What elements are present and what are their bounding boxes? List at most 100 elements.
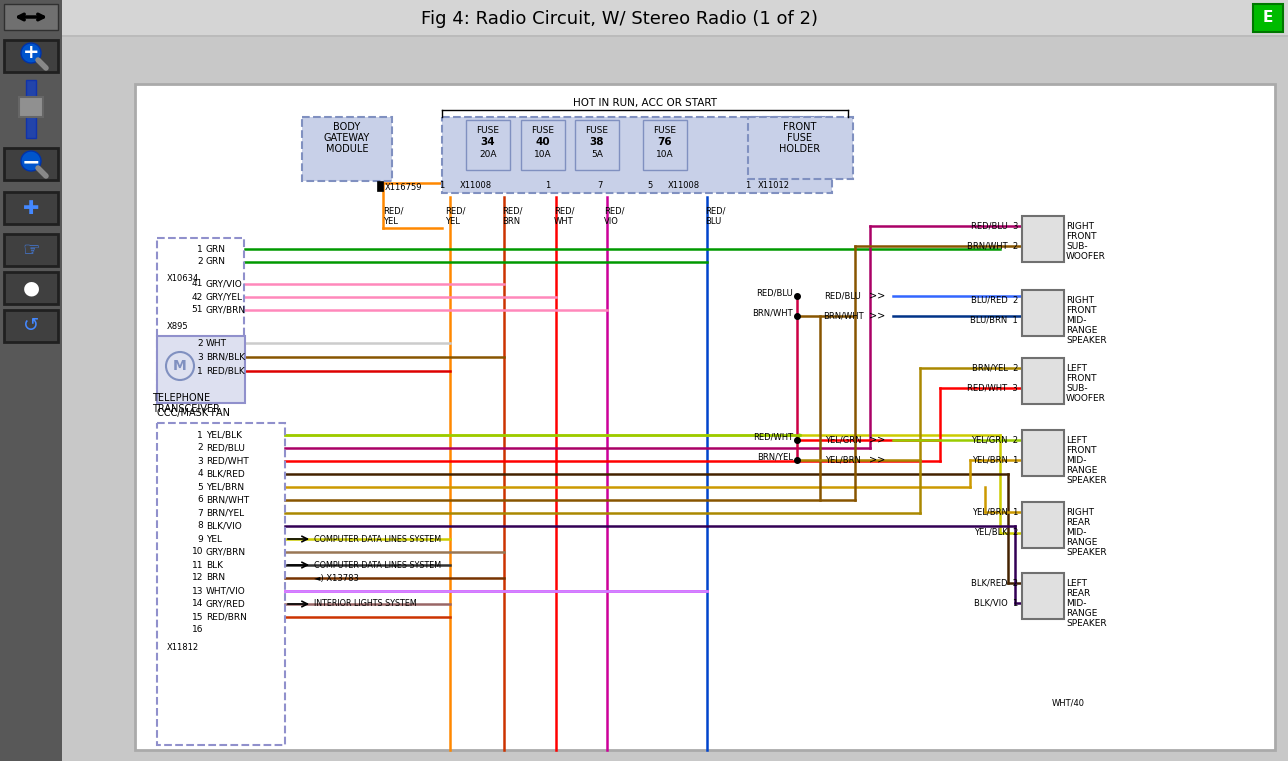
Text: 20A: 20A (479, 150, 497, 159)
Text: MID-: MID- (1066, 316, 1087, 325)
Text: BLU/BRN  1: BLU/BRN 1 (970, 316, 1018, 324)
Bar (574, 120, 620, 170)
Text: 3: 3 (197, 457, 204, 466)
Text: RED/BLU  3: RED/BLU 3 (971, 221, 1018, 231)
Text: ✚: ✚ (23, 199, 39, 218)
Text: HOLDER: HOLDER (779, 144, 820, 154)
Text: X11812: X11812 (167, 643, 200, 652)
Bar (157, 423, 285, 745)
Bar (4, 234, 58, 266)
Text: 41: 41 (192, 279, 204, 288)
Text: ☞: ☞ (22, 240, 40, 260)
Text: 1: 1 (197, 367, 204, 375)
Bar (4, 310, 58, 342)
Text: 38: 38 (590, 137, 604, 147)
Text: X895: X895 (167, 322, 188, 331)
Text: RIGHT: RIGHT (1066, 508, 1094, 517)
Text: 5A: 5A (591, 150, 603, 159)
Bar (4, 192, 58, 224)
Text: MID-: MID- (1066, 456, 1087, 465)
Text: RIGHT: RIGHT (1066, 222, 1094, 231)
Bar (522, 120, 565, 170)
Text: SPEAKER: SPEAKER (1066, 548, 1106, 557)
Bar (157, 238, 243, 388)
Text: RED/WHT: RED/WHT (206, 457, 249, 466)
Text: BRN/WHT  2: BRN/WHT 2 (967, 241, 1018, 250)
Text: YEL/BLK: YEL/BLK (206, 431, 242, 440)
Text: SUB-: SUB- (1066, 384, 1087, 393)
Text: BRN/BLK: BRN/BLK (206, 352, 245, 361)
Text: 51: 51 (192, 305, 204, 314)
Text: FUSE: FUSE (532, 126, 555, 135)
Text: GRY/VIO: GRY/VIO (206, 279, 242, 288)
Text: TRANSCEIVER: TRANSCEIVER (152, 404, 220, 414)
Text: WHT/40: WHT/40 (1052, 698, 1084, 707)
Bar (1021, 573, 1064, 619)
Bar (643, 120, 687, 170)
Bar (0, 0, 62, 761)
Text: SPEAKER: SPEAKER (1066, 476, 1106, 485)
Text: >>: >> (869, 311, 885, 321)
Text: WOOFER: WOOFER (1066, 252, 1106, 261)
Text: FUSE: FUSE (653, 126, 676, 135)
Bar (1021, 502, 1064, 548)
Text: BLK/VIO: BLK/VIO (206, 521, 242, 530)
Text: −: − (22, 152, 40, 172)
Text: 16: 16 (192, 626, 204, 635)
Text: ◄) X13783: ◄) X13783 (314, 575, 359, 584)
Circle shape (21, 151, 41, 171)
Text: M: M (173, 359, 187, 373)
Text: FRONT: FRONT (1066, 306, 1096, 315)
Text: RED/BRN: RED/BRN (206, 613, 247, 622)
Text: MID-: MID- (1066, 599, 1087, 608)
Text: 1: 1 (545, 181, 551, 190)
Text: YEL/BRN  1: YEL/BRN 1 (971, 456, 1018, 464)
Text: FUSE: FUSE (586, 126, 608, 135)
Bar (4, 272, 58, 304)
Bar (466, 120, 510, 170)
Text: BLK/RED  2: BLK/RED 2 (971, 578, 1018, 587)
Text: +: + (23, 43, 39, 62)
Text: 10A: 10A (656, 150, 674, 159)
Text: RED/BLK: RED/BLK (206, 367, 245, 375)
Text: 1: 1 (197, 244, 204, 253)
Text: FRONT: FRONT (1066, 446, 1096, 455)
Text: X116759: X116759 (385, 183, 422, 192)
Text: GRY/BRN: GRY/BRN (206, 547, 246, 556)
Text: BRN/YEL: BRN/YEL (206, 508, 245, 517)
Text: X10634: X10634 (167, 274, 200, 283)
Text: BLK/VIO  1: BLK/VIO 1 (974, 598, 1018, 607)
Text: BRN/YEL  2: BRN/YEL 2 (971, 364, 1018, 372)
Text: YEL/BLK  2: YEL/BLK 2 (974, 527, 1018, 537)
Text: GRN: GRN (206, 257, 225, 266)
Bar (62, 35, 1288, 37)
Text: Fig 4: Radio Circuit, W/ Stereo Radio (1 of 2): Fig 4: Radio Circuit, W/ Stereo Radio (1… (421, 10, 818, 28)
Text: HOT IN RUN, ACC OR START: HOT IN RUN, ACC OR START (573, 98, 717, 108)
Text: BLU/RED  2: BLU/RED 2 (971, 295, 1018, 304)
Bar (748, 117, 853, 179)
Bar (301, 117, 392, 181)
Text: >>: >> (869, 291, 885, 301)
Text: RED/
WHT: RED/ WHT (554, 206, 574, 226)
Text: 14: 14 (192, 600, 204, 609)
Text: REAR: REAR (1066, 589, 1090, 598)
Text: ↺: ↺ (23, 317, 39, 336)
Bar (1253, 4, 1283, 32)
Text: >>: >> (869, 435, 885, 445)
Text: 5: 5 (648, 181, 653, 190)
Text: X11012: X11012 (759, 181, 790, 190)
Bar (1021, 358, 1064, 404)
Text: 1: 1 (746, 181, 751, 190)
Text: YEL/GRN: YEL/GRN (824, 435, 862, 444)
Text: YEL/BRN: YEL/BRN (206, 482, 245, 492)
Text: 8: 8 (197, 521, 204, 530)
Bar (157, 336, 245, 403)
Text: BLK/RED: BLK/RED (206, 470, 245, 479)
Text: COMPUTER DATA LINES SYSTEM: COMPUTER DATA LINES SYSTEM (314, 561, 440, 569)
Text: 13: 13 (192, 587, 204, 596)
Text: 7: 7 (598, 181, 603, 190)
Text: RANGE: RANGE (1066, 538, 1097, 547)
Text: 11: 11 (192, 561, 204, 569)
Text: 10: 10 (192, 547, 204, 556)
Text: RED/BLU: RED/BLU (756, 288, 793, 298)
